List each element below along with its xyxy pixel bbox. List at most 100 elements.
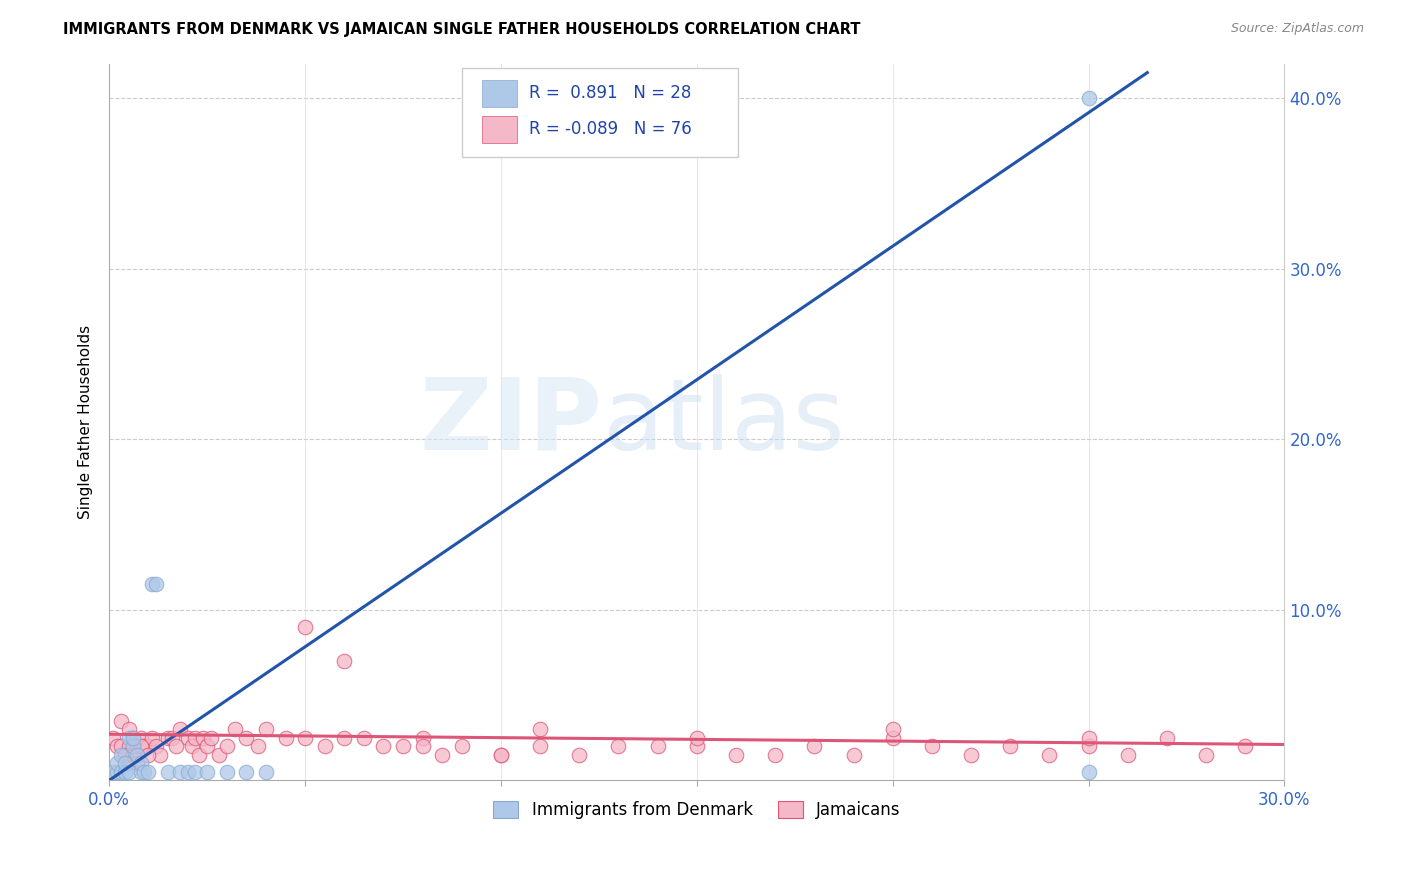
Point <box>129 764 152 779</box>
Point <box>134 739 156 754</box>
Text: IMMIGRANTS FROM DENMARK VS JAMAICAN SINGLE FATHER HOUSEHOLDS CORRELATION CHART: IMMIGRANTS FROM DENMARK VS JAMAICAN SING… <box>63 22 860 37</box>
Point <box>195 764 218 779</box>
Point <box>1234 739 1257 754</box>
Point <box>450 739 472 754</box>
Point <box>254 722 277 736</box>
Point <box>184 764 207 779</box>
Point <box>921 739 943 754</box>
Point <box>195 739 218 754</box>
Point <box>169 722 191 736</box>
FancyBboxPatch shape <box>482 116 517 143</box>
Point <box>121 731 143 745</box>
Point <box>235 764 257 779</box>
Point <box>138 739 160 754</box>
Point <box>105 739 128 754</box>
Point <box>110 739 132 754</box>
Point <box>529 739 551 754</box>
FancyBboxPatch shape <box>482 79 517 107</box>
Point <box>224 722 246 736</box>
Point <box>176 731 198 745</box>
Y-axis label: Single Father Households: Single Father Households <box>79 325 93 519</box>
Text: R = -0.089   N = 76: R = -0.089 N = 76 <box>529 120 692 138</box>
Point <box>373 739 395 754</box>
FancyBboxPatch shape <box>461 68 738 157</box>
Point <box>156 731 179 745</box>
Point <box>200 731 222 745</box>
Point <box>141 731 163 745</box>
Text: ZIP: ZIP <box>420 374 603 471</box>
Point <box>156 764 179 779</box>
Point <box>118 731 141 745</box>
Point <box>960 747 983 762</box>
Point <box>647 739 669 754</box>
Legend: Immigrants from Denmark, Jamaicans: Immigrants from Denmark, Jamaicans <box>486 794 907 826</box>
Point <box>129 756 152 771</box>
Point <box>129 731 152 745</box>
Point <box>110 714 132 728</box>
Point <box>114 756 136 771</box>
Point <box>105 764 128 779</box>
Point <box>118 756 141 771</box>
Point <box>208 747 231 762</box>
Point <box>294 620 316 634</box>
Point <box>1195 747 1218 762</box>
Point <box>149 747 172 762</box>
Text: atlas: atlas <box>603 374 845 471</box>
Point <box>568 747 591 762</box>
Point <box>1116 747 1139 762</box>
Point <box>882 731 904 745</box>
Point <box>138 764 160 779</box>
Point <box>165 739 187 754</box>
Text: R =  0.891   N = 28: R = 0.891 N = 28 <box>529 85 692 103</box>
Point <box>118 722 141 736</box>
Point <box>333 654 356 668</box>
Point <box>1077 731 1099 745</box>
Point <box>215 764 238 779</box>
Point <box>138 747 160 762</box>
Point <box>247 739 270 754</box>
Point <box>1156 731 1178 745</box>
Point <box>105 756 128 771</box>
Point <box>114 747 136 762</box>
Point <box>110 764 132 779</box>
Point <box>842 747 865 762</box>
Point <box>489 747 512 762</box>
Point <box>141 577 163 591</box>
Point <box>294 731 316 745</box>
Text: Source: ZipAtlas.com: Source: ZipAtlas.com <box>1230 22 1364 36</box>
Point <box>134 764 156 779</box>
Point <box>121 739 143 754</box>
Point <box>125 739 148 754</box>
Point <box>125 756 148 771</box>
Point <box>125 747 148 762</box>
Point <box>432 747 454 762</box>
Point <box>529 722 551 736</box>
Point <box>118 739 141 754</box>
Point <box>686 739 709 754</box>
Point <box>412 739 434 754</box>
Point <box>763 747 786 762</box>
Point <box>803 739 825 754</box>
Point <box>353 731 375 745</box>
Point <box>1077 764 1099 779</box>
Point <box>145 739 167 754</box>
Point <box>184 731 207 745</box>
Point <box>180 739 202 754</box>
Point <box>1038 747 1060 762</box>
Point <box>101 731 124 745</box>
Point <box>314 739 336 754</box>
Point <box>686 731 709 745</box>
Point <box>333 731 356 745</box>
Point <box>129 739 152 754</box>
Point <box>412 731 434 745</box>
Point <box>1077 91 1099 105</box>
Point <box>254 764 277 779</box>
Point <box>193 731 215 745</box>
Point <box>121 747 143 762</box>
Point <box>1000 739 1022 754</box>
Point <box>274 731 297 745</box>
Point <box>169 764 191 779</box>
Point <box>145 577 167 591</box>
Point <box>724 747 747 762</box>
Point <box>114 764 136 779</box>
